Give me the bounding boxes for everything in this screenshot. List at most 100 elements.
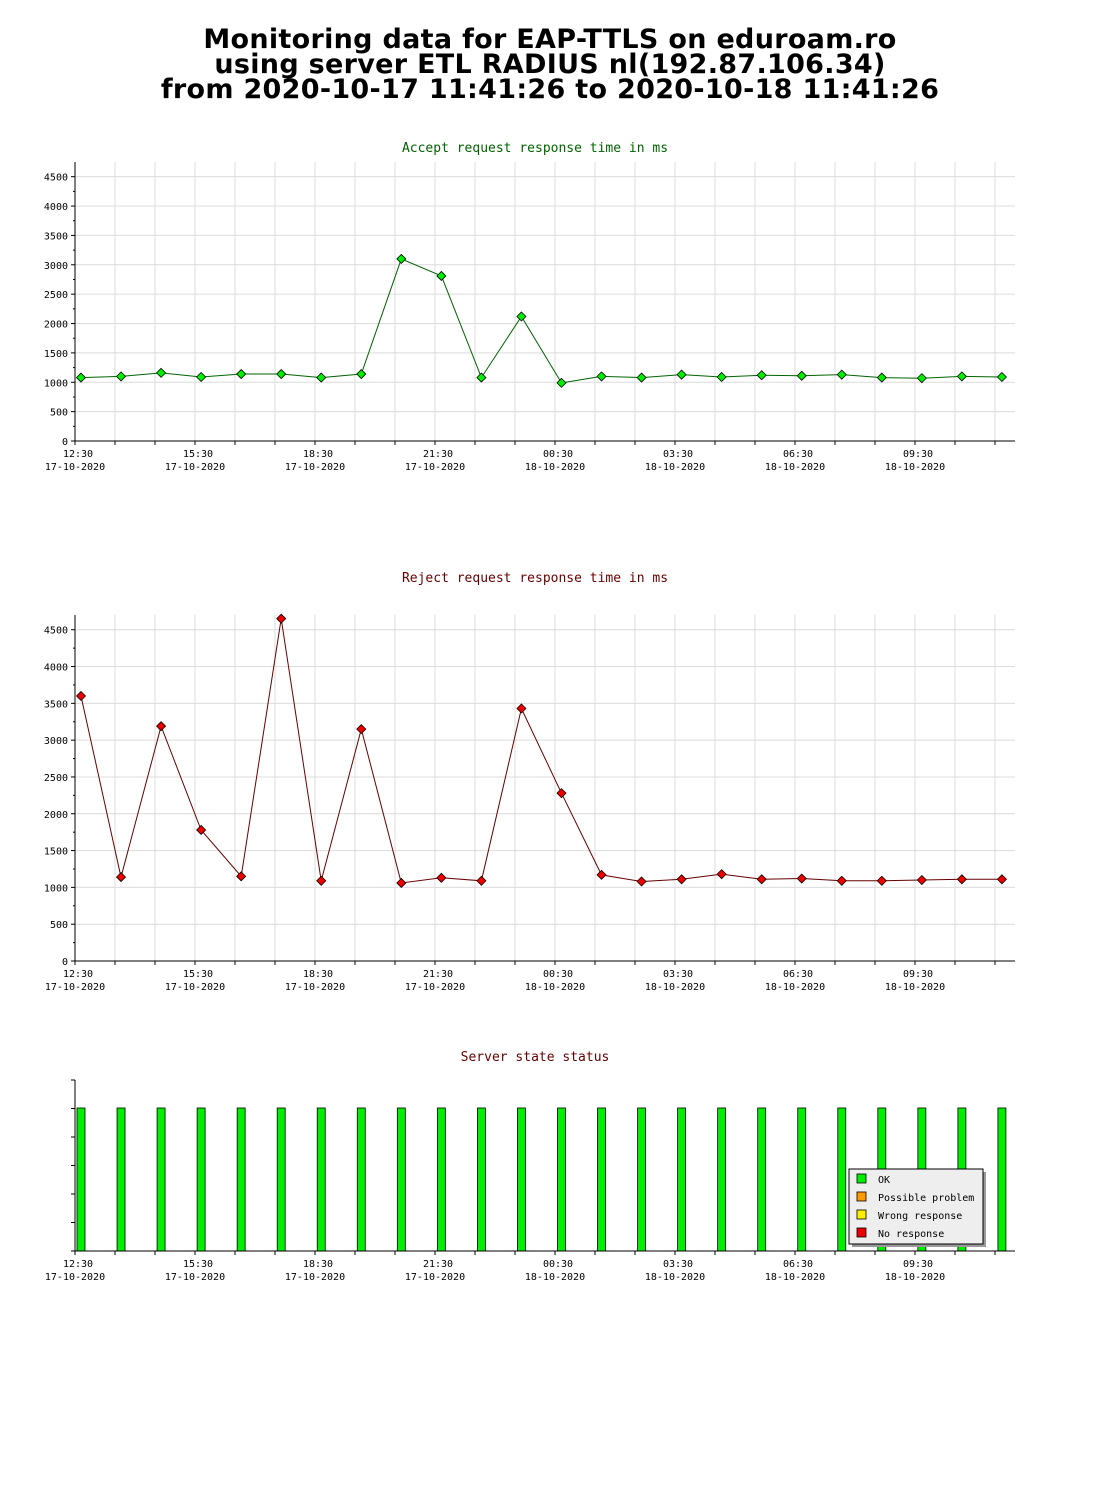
accept-data-point (396, 253, 407, 264)
accept-data-point (596, 371, 607, 382)
reject-data-point (556, 788, 567, 799)
legend-label: Possible problem (878, 1193, 974, 1204)
reject-x-tick-label-time: 00:30 (543, 969, 573, 980)
accept-data-point (196, 371, 207, 383)
accept-data-point (636, 372, 647, 383)
accept-y-tick-label: 2000 (44, 320, 68, 331)
reject-chart-title: Reject request response time in ms (401, 571, 669, 586)
reject-data-point (316, 875, 327, 886)
accept-y-tick-label: 1500 (44, 349, 68, 360)
reject-data-point (436, 872, 447, 883)
page-title-line-3: from 2020-10-17 11:41:26 to 2020-10-18 1… (160, 74, 940, 105)
reject-x-tick-label-time: 03:30 (663, 969, 693, 980)
reject-y-tick-label: 4000 (44, 663, 68, 674)
reject-x-tick-label-time: 12:30 (63, 969, 93, 980)
reject-x-tick-label-date: 18-10-2020 (885, 982, 945, 993)
accept-x-tick-label-date: 18-10-2020 (645, 462, 705, 473)
status-x-tick-label-date: 17-10-2020 (405, 1272, 465, 1283)
status-x-tick-label-time: 18:30 (303, 1259, 333, 1270)
accept-series-line (80, 258, 1002, 384)
status-bar (597, 1107, 606, 1252)
reject-x-tick-label-time: 06:30 (783, 969, 813, 980)
status-bar (517, 1107, 526, 1252)
status-bar (476, 1107, 486, 1252)
reject-y-tick-label: 3500 (44, 699, 68, 710)
accept-data-point (516, 311, 527, 322)
status-bar (837, 1107, 847, 1252)
reject-data-point (996, 874, 1007, 885)
accept-data-point (996, 371, 1007, 383)
reject-y-tick-label: 2500 (44, 773, 68, 784)
accept-y-tick-label: 3500 (44, 231, 68, 242)
status-bar (396, 1107, 406, 1252)
legend-swatch (856, 1227, 867, 1238)
status-bar (156, 1107, 166, 1252)
accept-y-tick-label: 3000 (44, 261, 68, 272)
reject-x-tick-label-time: 18:30 (303, 969, 333, 980)
status-x-tick-label-time: 09:30 (903, 1259, 933, 1270)
status-bar (997, 1107, 1007, 1252)
accept-data-point (956, 371, 967, 382)
accept-x-tick-label-time: 15:30 (183, 449, 213, 460)
status-x-tick-label-date: 17-10-2020 (285, 1272, 345, 1283)
legend-label: No response (878, 1229, 944, 1240)
status-bar (757, 1107, 767, 1252)
status-bar (316, 1107, 326, 1252)
status-bar (797, 1107, 807, 1252)
status-bar (637, 1107, 646, 1252)
reject-data-point (596, 869, 607, 880)
status-x-tick-label-date: 17-10-2020 (165, 1272, 225, 1283)
reject-y-tick-label: 500 (50, 920, 68, 931)
reject-series-line (80, 618, 1002, 884)
status-bar (116, 1107, 126, 1252)
accept-data-point (115, 371, 127, 382)
status-bar (436, 1107, 446, 1252)
accept-data-point (156, 367, 167, 378)
accept-data-point (236, 368, 247, 380)
accept-x-tick-label-time: 00:30 (543, 449, 573, 460)
status-bar (236, 1107, 246, 1252)
accept-data-point (756, 370, 767, 381)
reject-data-point (716, 869, 727, 880)
status-bar (76, 1107, 86, 1252)
reject-data-point (115, 872, 127, 883)
reject-x-tick-label-time: 15:30 (183, 969, 213, 980)
accept-x-tick-label-time: 12:30 (63, 449, 93, 460)
legend-label: OK (878, 1175, 890, 1186)
status-x-tick-label-date: 18-10-2020 (765, 1272, 825, 1283)
status-x-tick-label-time: 15:30 (183, 1259, 213, 1270)
reject-y-tick-label: 2000 (44, 810, 68, 821)
accept-y-tick-label: 1000 (44, 378, 68, 389)
accept-data-point (796, 370, 807, 381)
reject-data-point (75, 690, 87, 702)
accept-x-tick-label-time: 03:30 (663, 449, 693, 460)
accept-x-tick-label-time: 06:30 (783, 449, 813, 460)
accept-y-tick-label: 4000 (44, 202, 68, 213)
page-title-line-2: using server ETL RADIUS nl(192.87.106.34… (214, 49, 886, 80)
status-x-tick-label-time: 12:30 (63, 1259, 93, 1270)
accept-data-point (316, 372, 327, 383)
reject-data-point (956, 874, 967, 885)
reject-x-tick-label-date: 17-10-2020 (405, 982, 465, 993)
accept-data-point (836, 369, 847, 380)
status-x-tick-label-date: 18-10-2020 (525, 1272, 585, 1283)
status-bar (276, 1107, 286, 1252)
reject-data-point (276, 613, 287, 624)
accept-data-point (476, 372, 487, 383)
status-x-tick-label-date: 17-10-2020 (45, 1272, 105, 1283)
legend-swatch (856, 1191, 867, 1202)
reject-data-point (516, 703, 527, 714)
reject-data-point (236, 871, 247, 882)
reject-x-tick-label-date: 17-10-2020 (165, 982, 225, 993)
status-bar (717, 1107, 727, 1252)
accept-data-point (556, 377, 567, 388)
reject-x-tick-label-time: 09:30 (903, 969, 933, 980)
status-bar (557, 1107, 566, 1252)
status-x-tick-label-time: 00:30 (543, 1259, 573, 1270)
accept-data-point (276, 368, 287, 380)
status-bar (356, 1107, 366, 1252)
page-title-line-1: Monitoring data for EAP-TTLS on eduroam.… (203, 24, 897, 55)
accept-x-tick-label-date: 17-10-2020 (405, 462, 465, 473)
